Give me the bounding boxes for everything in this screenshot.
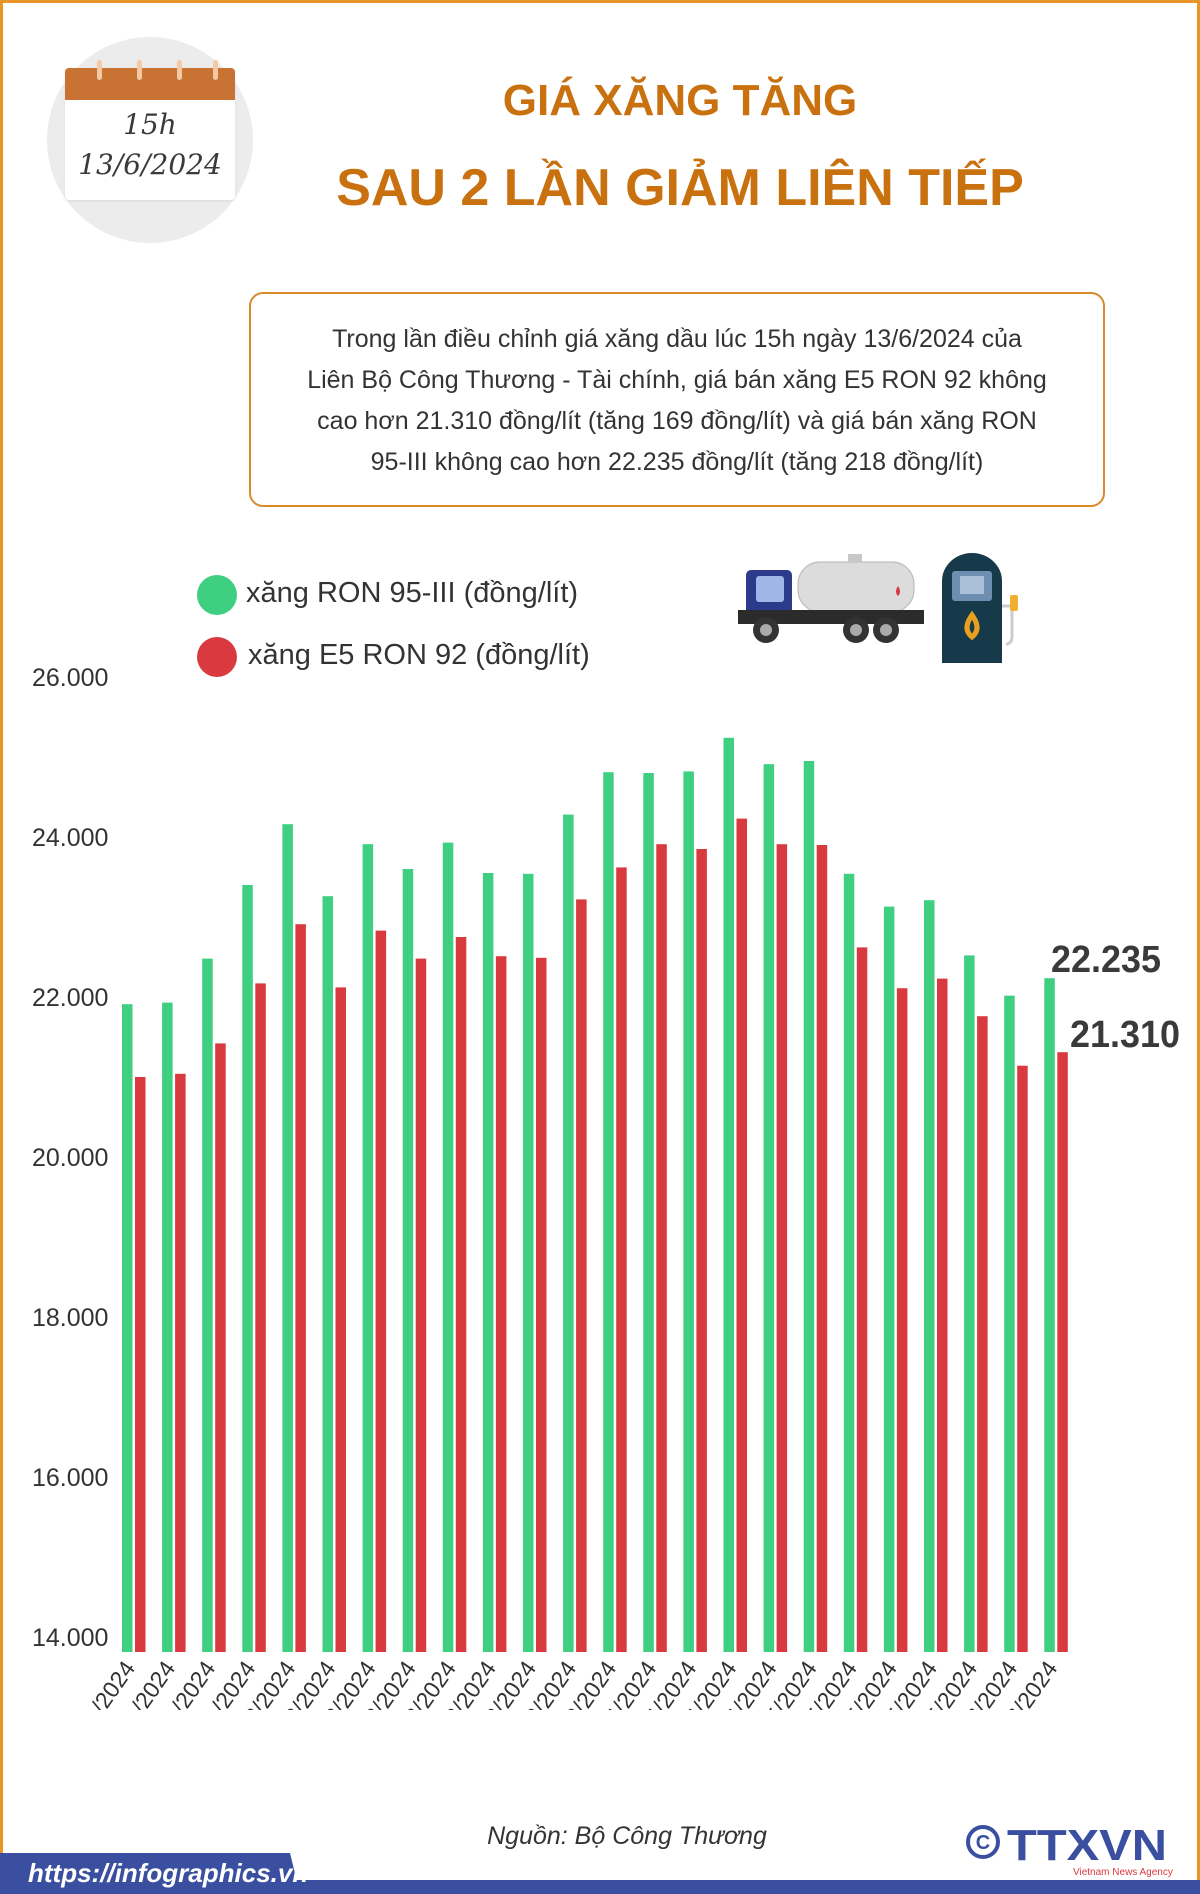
bar-ron95	[482, 873, 494, 1652]
summary-line: cao hơn 21.310 đồng/lít (tăng 169 đồng/l…	[317, 407, 1037, 435]
legend-ron95-label: xăng RON 95-III (đồng/lít)	[246, 577, 579, 609]
fuel-pump-icon	[942, 553, 1018, 663]
calendar-ring	[213, 60, 218, 80]
page-title-line2: SAU 2 LẦN GIẢM LIÊN TIẾP	[336, 159, 1024, 217]
bar-ron95	[763, 764, 775, 1652]
bar-e5	[335, 987, 346, 1652]
ttxvn-logo: C TTXVN Vietnam News Agency	[966, 1821, 1173, 1878]
bar-e5	[375, 930, 387, 1652]
y-tick-label: 14.000	[32, 1624, 108, 1652]
bar-e5	[816, 845, 828, 1652]
calendar-time: 15h	[123, 108, 177, 141]
bar-ron95	[523, 873, 534, 1652]
bar-ron95	[402, 869, 414, 1652]
fuel-tanker-truck-icon	[738, 554, 924, 643]
bar-ron95	[883, 906, 895, 1652]
bar-ron95	[442, 842, 454, 1652]
page-title-line1: GIÁ XĂNG TĂNG	[502, 76, 858, 125]
source-note: Nguồn: Bộ Công Thương	[487, 1822, 767, 1850]
fuel-price-bar-chart: 14.000 16.000 18.000 20.000 22.000 24.000 26.0…	[32, 664, 1180, 1710]
bar-ron95	[683, 771, 694, 1652]
svg-text:TTXVN: TTXVN	[1007, 1821, 1167, 1870]
y-tick-label: 24.000	[32, 824, 108, 852]
bar-ron95	[643, 773, 654, 1652]
legend-e5-swatch	[197, 637, 237, 677]
bar-e5	[1057, 1052, 1068, 1652]
bar-ron95	[362, 844, 374, 1652]
bar-ron95	[242, 885, 253, 1652]
footer-bar	[0, 1880, 1200, 1894]
bar-ron95	[964, 955, 975, 1652]
legend-e5-label: xăng E5 RON 92 (đồng/lít)	[248, 639, 590, 671]
bar-e5	[776, 844, 788, 1652]
bar-ron95	[924, 900, 935, 1652]
y-tick-label: 18.000	[32, 1304, 108, 1332]
bar-e5	[977, 1016, 988, 1652]
summary-line: Liên Bộ Công Thương - Tài chính, giá bán…	[307, 366, 1047, 394]
bar-ron95	[202, 958, 213, 1652]
bar-e5	[656, 844, 667, 1652]
footer-tab	[0, 1853, 300, 1894]
bar-ron95	[1044, 978, 1055, 1652]
bar-e5	[736, 818, 747, 1652]
data-label-e5-last: 21.310	[1070, 1014, 1180, 1056]
bar-e5	[295, 924, 306, 1652]
summary-box: Trong lần điều chỉnh giá xăng dầu lúc 15…	[249, 292, 1105, 507]
bar-ron95	[723, 737, 734, 1652]
calendar-ring	[97, 60, 102, 80]
y-tick-label: 26.000	[32, 664, 108, 692]
bar-e5	[495, 956, 507, 1652]
bar-ron95	[843, 873, 855, 1652]
bar-ron95	[322, 896, 333, 1652]
bar-e5	[135, 1077, 146, 1652]
calendar-icon: 15h 13/6/2024	[65, 60, 235, 200]
bar-e5	[415, 958, 427, 1652]
bar-e5	[255, 983, 266, 1652]
bar-e5	[856, 947, 868, 1652]
calendar-ring	[177, 60, 182, 80]
bar-e5	[576, 899, 587, 1652]
summary-line: 95-III không cao hơn 22.235 đồng/lít (tă…	[370, 448, 984, 476]
bar-e5	[616, 867, 627, 1652]
bar-ron95	[1004, 995, 1015, 1652]
svg-text:C: C	[976, 1832, 990, 1854]
y-tick-label: 16.000	[32, 1464, 108, 1492]
bar-e5	[1017, 1065, 1028, 1652]
summary-line: Trong lần điều chỉnh giá xăng dầu lúc 15…	[332, 325, 1022, 353]
bar-ron95	[282, 824, 293, 1652]
legend-ron95-swatch	[197, 575, 237, 615]
bar-ron95	[162, 1002, 173, 1652]
bar-e5	[215, 1043, 226, 1652]
bar-e5	[455, 937, 467, 1652]
bar-e5	[536, 957, 547, 1652]
bar-e5	[696, 849, 707, 1652]
bar-ron95	[803, 761, 815, 1652]
bar-ron95	[563, 814, 574, 1652]
bar-ron95	[603, 772, 614, 1652]
calendar-ring	[137, 60, 142, 80]
y-tick-label: 22.000	[32, 984, 108, 1012]
bar-e5	[175, 1073, 186, 1652]
bar-ron95	[122, 1004, 133, 1652]
calendar-header-band	[65, 68, 235, 100]
bar-e5	[937, 978, 948, 1652]
bar-e5	[896, 988, 908, 1652]
y-tick-label: 20.000	[32, 1144, 108, 1172]
website-link[interactable]: https://infographics.vn	[28, 1858, 309, 1888]
calendar-date: 13/6/2024	[78, 148, 222, 181]
data-label-ron95-last: 22.235	[1051, 939, 1161, 981]
svg-text:Vietnam News Agency: Vietnam News Agency	[1073, 1867, 1173, 1878]
